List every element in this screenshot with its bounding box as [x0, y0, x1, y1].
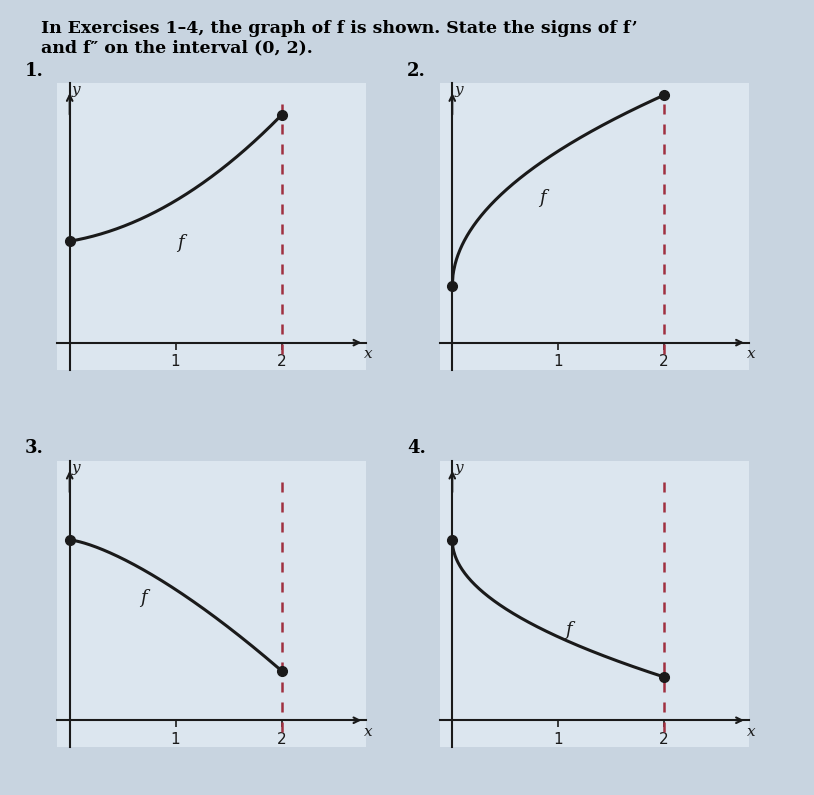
- Text: f: f: [141, 589, 147, 607]
- Text: y: y: [72, 461, 81, 475]
- Text: y: y: [454, 461, 463, 475]
- Text: y: y: [454, 83, 463, 97]
- Text: In Exercises 1–4, the graph of f is shown. State the signs of f’: In Exercises 1–4, the graph of f is show…: [41, 20, 637, 37]
- Text: x: x: [746, 724, 755, 739]
- Text: 2.: 2.: [407, 61, 426, 80]
- Text: and f″ on the interval (0, 2).: and f″ on the interval (0, 2).: [41, 40, 313, 56]
- Text: x: x: [364, 347, 373, 361]
- Text: 3.: 3.: [24, 439, 43, 457]
- Text: f: f: [177, 234, 184, 252]
- Text: x: x: [746, 347, 755, 361]
- Text: x: x: [364, 724, 373, 739]
- Text: f: f: [539, 189, 545, 207]
- Text: y: y: [72, 83, 81, 97]
- Text: 1.: 1.: [24, 61, 43, 80]
- Text: f: f: [566, 621, 572, 638]
- Text: 4.: 4.: [407, 439, 426, 457]
